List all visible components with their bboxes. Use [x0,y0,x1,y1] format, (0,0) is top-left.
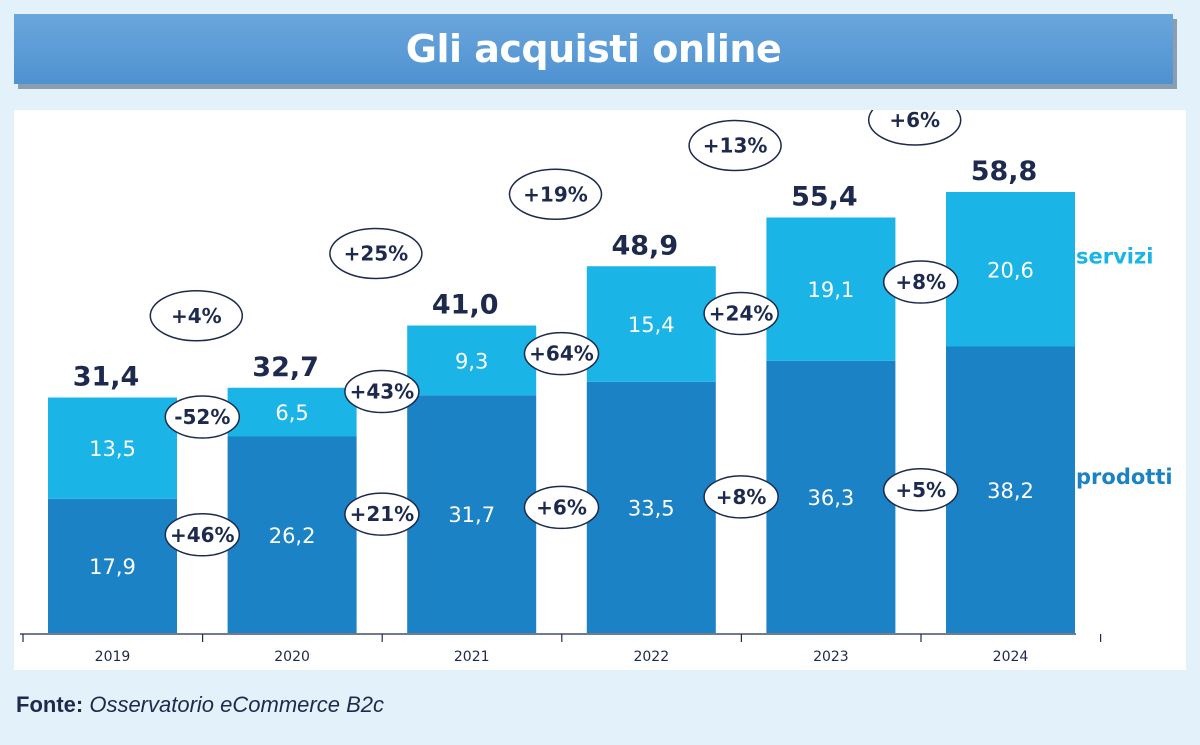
source-label: Fonte: [16,692,84,717]
growth-servizi-ellipse [164,395,241,439]
growth-prodotti-ellipse [882,468,959,512]
data-label-prodotti: 36,3 [808,486,855,510]
data-label-prodotti: 17,9 [89,555,136,579]
title-banner: Gli acquisti online [14,14,1173,84]
growth-prodotti-ellipse [164,513,241,557]
growth-total-ellipse [149,290,244,342]
data-label-servizi: 20,6 [987,258,1034,282]
data-label-prodotti: 31,7 [448,503,495,527]
growth-total-ellipse [688,119,782,172]
data-label-servizi: 6,5 [275,401,308,425]
bar-servizi [407,325,537,396]
bar-servizi [586,266,716,382]
source-text: Osservatorio eCommerce B2c [89,692,384,717]
data-label-prodotti: 33,5 [628,496,675,520]
data-label-servizi: 15,4 [628,313,675,337]
growth-prodotti-ellipse [703,475,779,519]
growth-servizi-label: -52% [174,405,230,429]
bar-prodotti [407,395,537,633]
x-tick-label: 2024 [993,649,1029,665]
growth-total-ellipse [867,110,962,146]
growth-prodotti-label: +21% [350,502,415,526]
data-label-prodotti: 38,2 [987,479,1034,503]
growth-servizi-ellipse [344,369,420,414]
legend-prodotti: prodotti [1076,465,1173,489]
x-tick-label: 2023 [813,649,849,665]
data-label-servizi: 19,1 [808,278,855,302]
total-label: 31,4 [73,362,140,393]
source-note: Fonte: Osservatorio eCommerce B2c [16,692,384,718]
growth-total-label: +25% [344,242,409,266]
x-tick-label: 2021 [454,649,490,665]
bar-servizi [227,387,357,437]
growth-prodotti-label: +6% [536,495,587,519]
growth-total-label: +4% [171,304,222,328]
bar-prodotti [48,498,177,633]
growth-servizi-ellipse [703,291,779,336]
growth-total-ellipse [329,227,423,280]
growth-servizi-label: +24% [709,302,774,326]
growth-prodotti-label: +5% [895,478,946,502]
bar-prodotti [766,360,896,633]
bar-servizi [766,217,896,361]
legend-servizi: servizi [1076,244,1153,268]
growth-total-ellipse [508,168,603,220]
growth-servizi-label: +64% [529,342,594,366]
data-label-servizi: 13,5 [89,437,136,461]
bar-prodotti [586,381,716,633]
growth-total-label: +13% [703,134,768,158]
bar-servizi [946,192,1075,347]
bar-servizi [48,397,177,499]
growth-servizi-ellipse [523,331,600,376]
x-tick-label: 2022 [633,649,669,665]
growth-total-label: +6% [889,110,940,132]
growth-prodotti-label: +8% [716,485,767,509]
total-label: 32,7 [252,352,319,383]
growth-total-label: +19% [523,182,588,206]
total-label: 55,4 [791,182,858,213]
data-label-prodotti: 26,2 [269,524,316,548]
page-title: Gli acquisti online [405,27,782,71]
growth-servizi-label: +8% [895,270,946,294]
total-label: 58,8 [971,156,1038,187]
bar-prodotti [227,436,357,633]
x-tick-label: 2020 [274,649,310,665]
stacked-bar-chart: 17,9 13,5 31,4 26,2 6,5 32,7 31,7 9,3 41,0 33,5 15… [20,110,1173,665]
growth-prodotti-label: +46% [170,523,235,547]
growth-prodotti-ellipse [344,492,420,536]
x-tick-label: 2019 [95,649,131,665]
growth-servizi-ellipse [882,260,959,304]
data-label-servizi: 9,3 [455,349,488,373]
total-label: 41,0 [432,290,499,321]
bar-prodotti [946,346,1075,633]
growth-prodotti-ellipse [523,485,600,530]
growth-servizi-label: +43% [350,380,415,404]
total-label: 48,9 [611,230,678,261]
chart-panel: 17,9 13,5 31,4 26,2 6,5 32,7 31,7 9,3 41,0 33,5 15… [14,110,1186,670]
